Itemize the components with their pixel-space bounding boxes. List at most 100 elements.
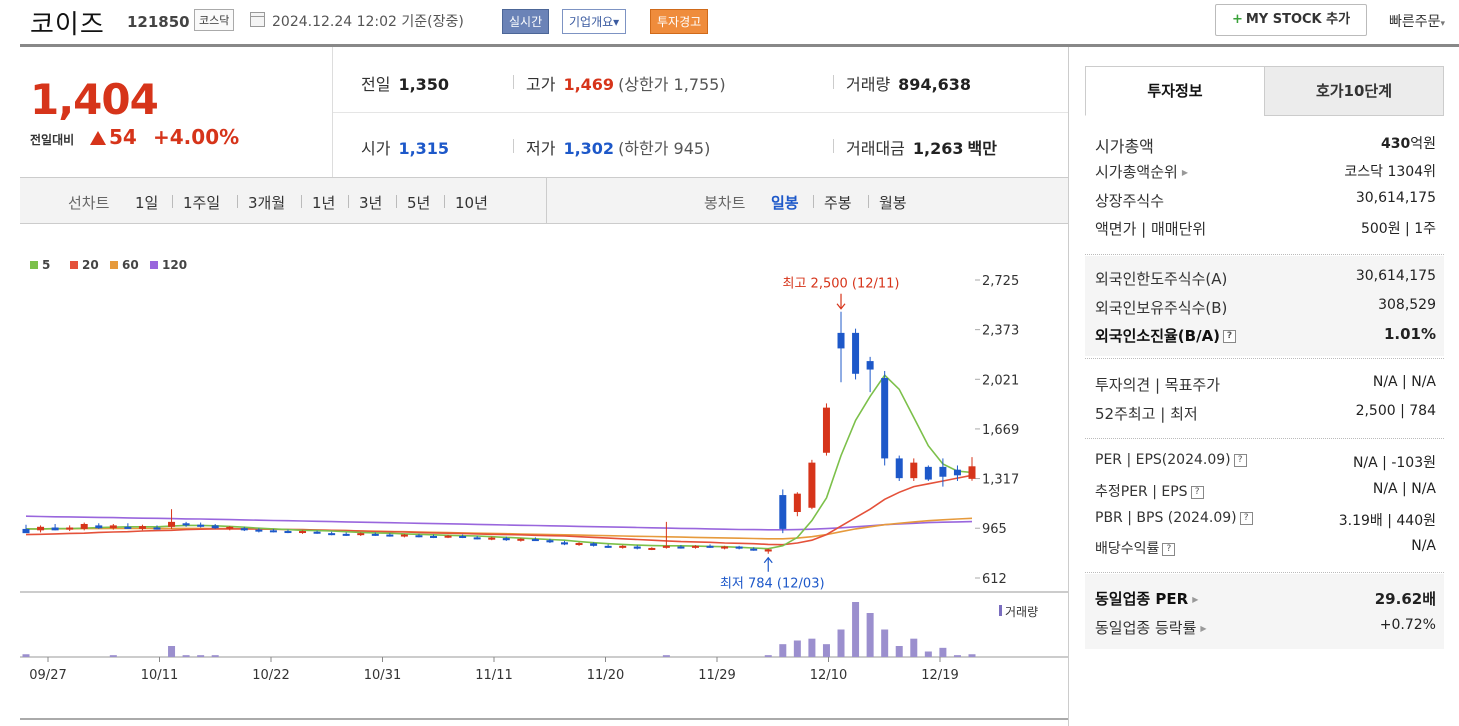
volume-bar	[109, 655, 117, 657]
par-value: 500원 | 1주	[1360, 221, 1436, 237]
volume-bar	[808, 638, 816, 657]
stat-value: 1,469	[563, 75, 615, 94]
market-cap-unit: 억원	[1410, 136, 1436, 152]
volume-legend-label: 거래량	[1005, 605, 1038, 619]
investment-warning-badge[interactable]: 투자경고	[650, 9, 709, 34]
sector-per-value: 29.62배	[1374, 590, 1436, 608]
info-row-foreign-limit: 외국인한도주식수(A) 30,614,175	[1095, 268, 1436, 292]
divider	[813, 195, 814, 208]
quick-order-button[interactable]: 빠른주문▾	[1389, 11, 1445, 31]
stat-amount: 거래대금 1,263 백만	[846, 135, 997, 159]
realtime-button[interactable]: 실시간	[502, 9, 550, 34]
help-icon[interactable]: ?	[1162, 542, 1176, 556]
info-row-dividend: 배당수익률? N/A	[1095, 538, 1436, 562]
candle-body	[313, 531, 321, 534]
add-my-stock-button[interactable]: + MY STOCK 추가	[1215, 4, 1367, 36]
candle-body	[51, 527, 59, 531]
stock-header: 코이즈 121850 코스닥 2024.12.24 12:02 기준(장중) 실…	[20, 0, 1459, 44]
foreign-ratio-label: 외국인소진율(B/A)?	[1095, 325, 1237, 346]
candle-body	[444, 535, 452, 538]
volume-bar	[793, 640, 801, 657]
chevron-down-icon: ▾	[613, 15, 620, 29]
stat-value: 894,638	[898, 75, 972, 94]
period-5y[interactable]: 5년	[407, 194, 431, 212]
opinion-label: 투자의견 | 목표주가	[1095, 376, 1220, 394]
price-summary: 1,404 전일대비 54 +4.00%	[20, 47, 333, 177]
candle-body	[66, 527, 74, 530]
sector-change-label: 동일업종 등락률 ▶	[1095, 617, 1207, 638]
candle-body	[837, 332, 845, 349]
x-tick-label: 11/11	[475, 668, 512, 683]
candle-weekly[interactable]: 주봉	[824, 194, 852, 212]
info-row-est-per: 추정PER | EPS? N/A | N/A	[1095, 481, 1436, 505]
period-1w[interactable]: 1주일	[183, 194, 221, 212]
stat-sub: (하한가 945)	[618, 139, 711, 158]
candle-body	[386, 534, 394, 537]
candle-chart-label: 봉차트	[704, 194, 746, 212]
candle-body	[37, 526, 45, 531]
help-icon[interactable]: ?	[1233, 453, 1247, 467]
candle-body	[604, 545, 612, 548]
volume-bar	[924, 651, 932, 657]
tab-order-book[interactable]: 호가10단계	[1264, 66, 1444, 116]
divider	[833, 139, 834, 153]
stat-high: 고가 1,469 (상한가 1,755)	[526, 71, 726, 95]
candle-body	[721, 546, 729, 549]
candle-monthly[interactable]: 월봉	[879, 194, 907, 212]
candle-body	[168, 521, 176, 527]
stat-volume: 거래량 894,638	[846, 71, 971, 95]
period-3m[interactable]: 3개월	[248, 194, 286, 212]
candle-body	[648, 547, 656, 550]
sector-change-text: 동일업종 등락률	[1095, 619, 1197, 637]
panel-divider	[1068, 47, 1069, 726]
info-section-foreign: 외국인한도주식수(A) 30,614,175 외국인보유주식수(B) 308,5…	[1085, 256, 1444, 356]
stat-low: 저가 1,302 (하한가 945)	[526, 135, 710, 159]
quick-order-label: 빠른주문	[1389, 14, 1441, 30]
foreign-hold-value: 308,529	[1378, 297, 1436, 313]
company-overview-button[interactable]: 기업개요▾	[562, 9, 627, 34]
candle-body	[299, 531, 307, 534]
info-row-sector-change[interactable]: 동일업종 등락률 ▶ +0.72%	[1095, 617, 1436, 641]
info-row-par: 액면가 | 매매단위 500원 | 1주	[1095, 218, 1436, 242]
candle-body	[153, 527, 161, 530]
par-label: 액면가 | 매매단위	[1095, 220, 1207, 238]
divider	[1085, 254, 1444, 255]
period-1y[interactable]: 1년	[312, 194, 336, 212]
candle-body	[881, 378, 889, 459]
period-1d[interactable]: 1일	[135, 194, 159, 212]
y-tick-label: 612	[982, 572, 1007, 587]
help-icon[interactable]: ?	[1223, 330, 1237, 343]
volume-bar	[22, 654, 30, 657]
tab-investment-info[interactable]: 투자정보	[1085, 66, 1265, 116]
est-per-label: 추정PER | EPS?	[1095, 481, 1204, 501]
y-tick-label: 2,373	[982, 324, 1019, 339]
info-row-52week: 52주최고 | 최저 2,500 | 784	[1095, 403, 1436, 427]
candle-daily[interactable]: 일봉	[771, 194, 799, 212]
period-3y[interactable]: 3년	[359, 194, 383, 212]
volume-legend-swatch	[999, 605, 1002, 616]
legend-label: 120	[162, 258, 187, 272]
period-10y[interactable]: 10년	[455, 194, 488, 212]
info-row-cap-rank[interactable]: 시가총액순위 ▶ 코스닥 1304위	[1095, 161, 1436, 185]
divider	[237, 195, 238, 208]
volume-bar	[837, 629, 845, 657]
legend-label: 20	[82, 258, 99, 272]
opinion-value: N/A | N/A	[1372, 374, 1436, 390]
low-arrow-head	[763, 556, 773, 564]
chevron-down-icon: ▾	[1440, 19, 1446, 29]
header-divider	[20, 44, 1459, 47]
y-tick-label: 965	[982, 522, 1007, 537]
info-row-sector-per[interactable]: 동일업종 PER ▶ 29.62배	[1095, 588, 1436, 612]
help-icon[interactable]: ?	[1239, 511, 1253, 525]
candle-body	[211, 525, 219, 529]
candle-body	[750, 548, 758, 551]
candlestick-chart[interactable]: 2,725 2,373 2,021 1,669 1,317 965 612 5 20 60 120 최…	[20, 224, 1068, 719]
foreign-hold-label: 외국인보유주식수(B)	[1095, 299, 1228, 317]
foreign-ratio-value: 1.01%	[1383, 325, 1436, 343]
stat-unit: 백만	[967, 139, 997, 158]
candle-body	[95, 525, 103, 529]
help-icon[interactable]: ?	[1190, 485, 1204, 499]
stat-value: 1,263	[912, 139, 964, 158]
ma20-line	[25, 474, 973, 546]
info-section-sector: 동일업종 PER ▶ 29.62배 동일업종 등락률 ▶ +0.72%	[1085, 574, 1444, 649]
